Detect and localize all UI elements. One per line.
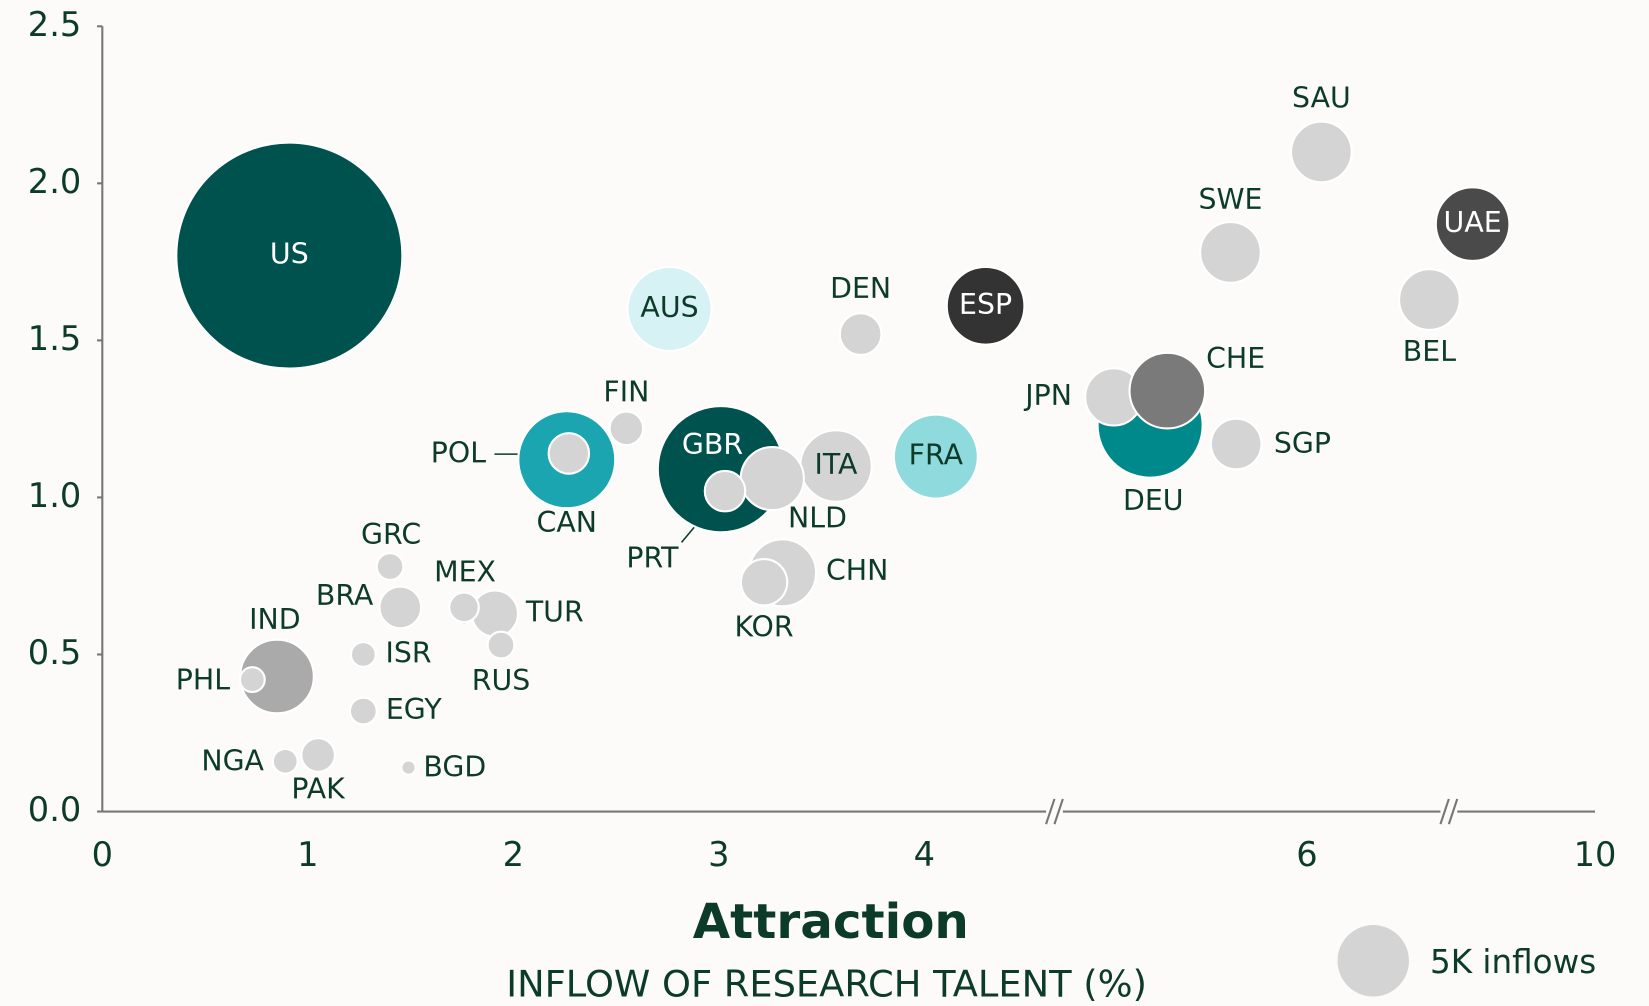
- bubble-label: DEN: [830, 272, 891, 305]
- bubble-label: PAK: [291, 773, 346, 806]
- bubble-label: IND: [249, 603, 300, 636]
- bubble-label: EGY: [386, 693, 443, 726]
- bubble-label: MEX: [434, 556, 496, 589]
- bubble-label: BRA: [316, 579, 374, 612]
- bubble: [175, 141, 404, 370]
- bubble-label: KOR: [735, 610, 794, 643]
- bubble: [1128, 351, 1207, 430]
- bubble-label: BEL: [1403, 335, 1456, 368]
- y-tick-label: 1.5: [28, 319, 81, 358]
- bubble-label: PHL: [176, 664, 230, 697]
- bubble: [375, 552, 405, 581]
- bubble: [378, 585, 423, 630]
- bubbles: US GBR DEU CAN AUS FRA ESP JPN CHE UAE ITA CHN IND NL…: [175, 81, 1511, 806]
- axis-break: [1439, 798, 1450, 825]
- bubble-label: GBR: [682, 428, 743, 461]
- bubble-label: CAN: [537, 506, 597, 539]
- x-tick-label: 2: [503, 835, 524, 874]
- bubble-label: CHN: [826, 554, 888, 587]
- x-tick-label: 4: [914, 835, 935, 874]
- bubble: [892, 413, 979, 500]
- bubble-label: FIN: [603, 376, 649, 409]
- legend-bubble: [1337, 925, 1409, 997]
- bubble-label: ESP: [959, 288, 1012, 321]
- x-tick-label: 1: [297, 835, 318, 874]
- bubble: [400, 759, 417, 776]
- bubble: [470, 589, 520, 638]
- bubble-label: AUS: [640, 291, 698, 324]
- x-axis-title: Attraction: [693, 894, 969, 950]
- x-tick-label: 3: [708, 835, 729, 874]
- bubble-label: ITA: [815, 448, 858, 481]
- bubble-label: ISR: [385, 636, 431, 669]
- bubble: [348, 696, 378, 726]
- bubble: [1199, 221, 1262, 284]
- bubble: [349, 641, 377, 668]
- bubble: [300, 737, 336, 773]
- bubble: [626, 265, 713, 353]
- bubble-label: SAU: [1292, 81, 1351, 114]
- bubble-label: US: [270, 238, 309, 271]
- bubble: [608, 410, 645, 447]
- bubble: [547, 432, 591, 475]
- bubble-label: POL: [431, 437, 486, 470]
- bubble: [945, 265, 1026, 346]
- y-tick-label: 0.0: [28, 790, 81, 829]
- y-tick-label: 2.5: [28, 5, 81, 44]
- x-tick-label: 0: [92, 835, 113, 874]
- bubble: [838, 312, 883, 356]
- bubble: [271, 747, 299, 775]
- x-tick-label: 10: [1574, 835, 1617, 874]
- axis-break: [1053, 798, 1064, 825]
- bubble-label: NGA: [201, 744, 264, 777]
- x-axis-subtitle: INFLOW OF RESEARCH TALENT (%): [506, 963, 1147, 1006]
- bubble-label: SGP: [1274, 427, 1331, 460]
- bubble: [238, 666, 266, 694]
- axis-break: [1447, 798, 1459, 825]
- bubble-label: CHE: [1206, 342, 1265, 375]
- y-tick-label: 0.5: [28, 633, 81, 672]
- bubble: [1209, 417, 1263, 471]
- bubble-label: BGD: [423, 751, 486, 784]
- bubble-label: PRT: [626, 541, 679, 574]
- y-tick-label: 1.0: [28, 476, 81, 515]
- x-tick-label: 6: [1296, 835, 1317, 874]
- bubble: [703, 469, 747, 513]
- bubble: [1290, 120, 1353, 184]
- bubble: [1398, 268, 1461, 331]
- axis-break: [1045, 798, 1056, 825]
- bubble-label: FRA: [909, 439, 964, 472]
- bubble: [486, 630, 516, 660]
- bubble-label: SWE: [1198, 183, 1262, 216]
- bubble-label: GRC: [361, 518, 421, 551]
- bubble: [739, 558, 789, 607]
- bubble-label: RUS: [472, 664, 531, 697]
- bubble-label: JPN: [1023, 379, 1072, 412]
- y-tick-label: 2.0: [28, 162, 81, 201]
- bubble-label: NLD: [788, 502, 847, 535]
- bubble-label: TUR: [525, 596, 584, 629]
- bubble-label: DEU: [1123, 484, 1184, 517]
- bubble-label: UAE: [1444, 206, 1502, 239]
- bubble: [448, 591, 480, 624]
- bubble: [1434, 186, 1511, 263]
- legend-label: 5K inflows: [1430, 943, 1596, 981]
